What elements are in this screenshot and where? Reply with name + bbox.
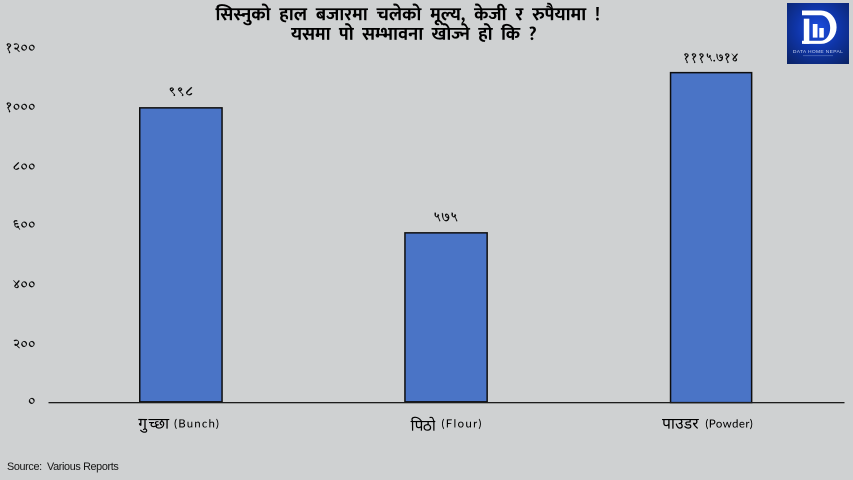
svg-text:DATA HOME NEPAL: DATA HOME NEPAL <box>793 49 843 55</box>
svg-text:Source: Various Reports: Source: Various Reports <box>7 461 119 473</box>
